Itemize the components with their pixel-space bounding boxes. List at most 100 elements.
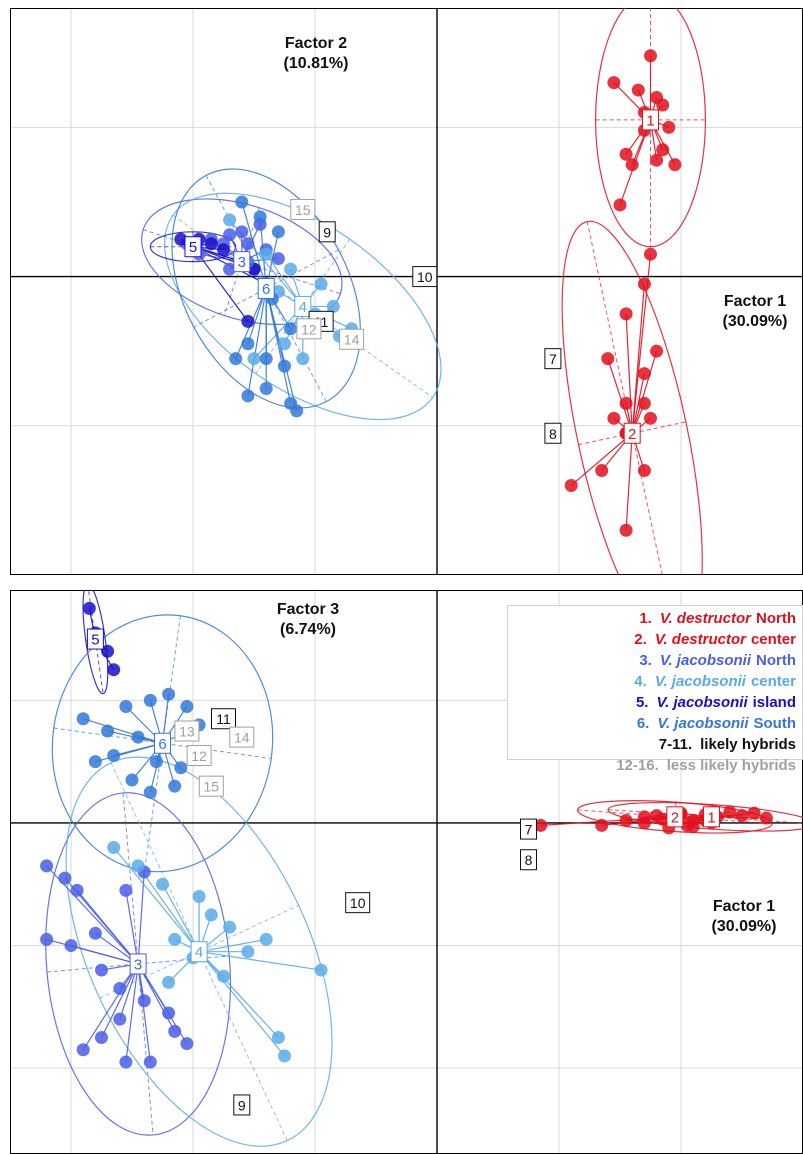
top-hybrid-label-text-10: 10 — [417, 269, 433, 285]
top-hybrid-label-box-14 — [339, 328, 365, 350]
top-group-label-text-3: 3 — [238, 254, 246, 271]
top-point-group-2 — [637, 396, 651, 410]
bottom-spoke-4 — [137, 865, 200, 953]
top-point-group-1 — [644, 49, 657, 63]
top-point-group-6 — [278, 359, 291, 373]
bottom-point-group-2 — [534, 818, 548, 832]
bottom-group-label-text-5: 5 — [91, 632, 99, 649]
top-hybrid-label-text-12: 12 — [301, 321, 317, 337]
top-point-group-2 — [637, 367, 651, 381]
bottom-point-group-4 — [204, 908, 218, 922]
bottom-group-label-box-2 — [666, 806, 684, 828]
bottom-group-label-5: 5 — [86, 628, 104, 650]
top-point-group-1 — [625, 158, 639, 172]
top-group-label-box-2 — [623, 422, 641, 444]
bottom-hybrid-label-box-12 — [186, 745, 212, 767]
top-ellipse-axis-minor-4 — [255, 238, 351, 374]
top-x-axis-title-line2: (30.09%) — [722, 313, 788, 330]
top-x-axis-title-line1: Factor 1 — [723, 293, 787, 310]
top-group-label-text-6: 6 — [262, 281, 270, 298]
bottom-point-group-6 — [76, 712, 90, 726]
bottom-point-group-3 — [70, 883, 84, 897]
legend-region: island — [752, 694, 796, 711]
top-group-label-text-5: 5 — [189, 239, 197, 256]
bottom-point-group-6 — [149, 755, 163, 769]
top-point-group-1 — [619, 147, 633, 161]
bottom-hybrid-label-box-14 — [229, 726, 255, 748]
bottom-group-label-1: 1 — [703, 806, 720, 828]
bottom-point-group-3 — [113, 1012, 127, 1026]
bottom-spoke-4 — [199, 951, 322, 971]
bottom-scatter-panel: 1 2 3 4 5 6 7 8 9 10 11 12 13 14 15 Factor 3 (6.74%) F… — [10, 590, 803, 1154]
top-point-group-2 — [564, 478, 578, 492]
top-point-group-6 — [229, 352, 243, 366]
bottom-point-group-1 — [747, 806, 761, 820]
top-point-group-1 — [607, 76, 621, 90]
bottom-group-label-box-1 — [703, 806, 720, 828]
legend: 1. V. destructor North 2. V. destructor … — [507, 605, 803, 774]
top-hybrid-label-box-15 — [290, 198, 316, 220]
bottom-point-group-2 — [619, 814, 633, 828]
top-point-group-1 — [656, 143, 670, 157]
bottom-spoke-3 — [76, 890, 139, 965]
top-point-group-6 — [259, 381, 273, 395]
bottom-hybrid-label-text-11: 11 — [216, 711, 231, 727]
bottom-y-axis-title-line1: Factor 3 — [276, 601, 340, 618]
bottom-spoke-3 — [137, 963, 151, 1063]
top-point-group-2 — [619, 523, 633, 537]
bottom-point-group-6 — [174, 761, 188, 775]
bottom-spoke-3 — [82, 963, 139, 1051]
bottom-point-group-4 — [259, 932, 273, 946]
legend-item: 2. V. destructor center — [508, 629, 802, 650]
top-point-group-4 — [314, 277, 328, 291]
bottom-point-group-6 — [162, 687, 176, 701]
bottom-group-label-text-2: 2 — [671, 809, 679, 826]
top-hybrid-label-text-15: 15 — [295, 202, 311, 218]
top-spoke-2 — [625, 313, 633, 434]
top-hybrid-label-12: 12 — [296, 318, 322, 340]
bottom-point-group-3 — [143, 1055, 157, 1069]
top-hybrid-label-box-9 — [318, 221, 336, 243]
top-point-group-6 — [290, 404, 304, 418]
bottom-point-group-6 — [101, 724, 115, 738]
bottom-hybrid-label-14: 14 — [229, 726, 255, 748]
top-point-group-2 — [619, 396, 633, 410]
top-group-label-text-4: 4 — [299, 299, 307, 316]
bottom-x-axis-title-line2: (30.09%) — [711, 918, 777, 935]
bottom-point-group-6 — [107, 749, 121, 763]
top-hybrid-label-box-12 — [296, 318, 322, 340]
top-point-group-2 — [637, 464, 651, 478]
bottom-point-group-5 — [101, 644, 115, 658]
top-spoke-6 — [247, 288, 267, 397]
bottom-point-group-4 — [217, 969, 230, 983]
bottom-hybrid-label-box-9 — [233, 1094, 251, 1116]
top-point-group-1 — [656, 98, 670, 112]
top-ellipse-group-2 — [561, 220, 703, 575]
legend-item: 3. V. jacobsonii North — [508, 650, 802, 671]
top-point-group-3 — [241, 237, 255, 251]
top-hybrid-label-10: 10 — [412, 266, 438, 288]
top-point-group-4 — [326, 299, 340, 313]
bottom-spoke-6 — [95, 742, 163, 763]
bottom-group-label-box-3 — [129, 953, 147, 975]
top-group-label-box-6 — [257, 278, 275, 300]
bottom-spoke-4 — [113, 847, 200, 953]
bottom-group-label-3: 3 — [129, 953, 147, 975]
bottom-point-group-3 — [58, 871, 72, 885]
bottom-spoke-6 — [83, 718, 163, 744]
top-spoke-2 — [631, 351, 658, 434]
top-point-group-2 — [607, 411, 621, 425]
top-point-group-3 — [271, 252, 285, 266]
top-group-label-6: 6 — [257, 278, 275, 300]
bottom-point-group-2 — [686, 820, 700, 834]
legend-species: V. jacobsonii — [657, 715, 749, 732]
top-group-label-box-5 — [184, 236, 202, 258]
bottom-group-label-6: 6 — [154, 732, 171, 754]
top-scatter-plot: 1234567891011121415 — [10, 8, 803, 575]
bottom-y-axis-title: Factor 3 (6.74%) — [260, 600, 356, 640]
top-point-group-4 — [296, 352, 310, 366]
top-point-group-2 — [644, 411, 657, 425]
legend-number: 12-16. — [616, 757, 659, 774]
top-hybrid-label-15: 15 — [290, 198, 316, 220]
bottom-hybrid-label-text-14: 14 — [234, 730, 250, 746]
